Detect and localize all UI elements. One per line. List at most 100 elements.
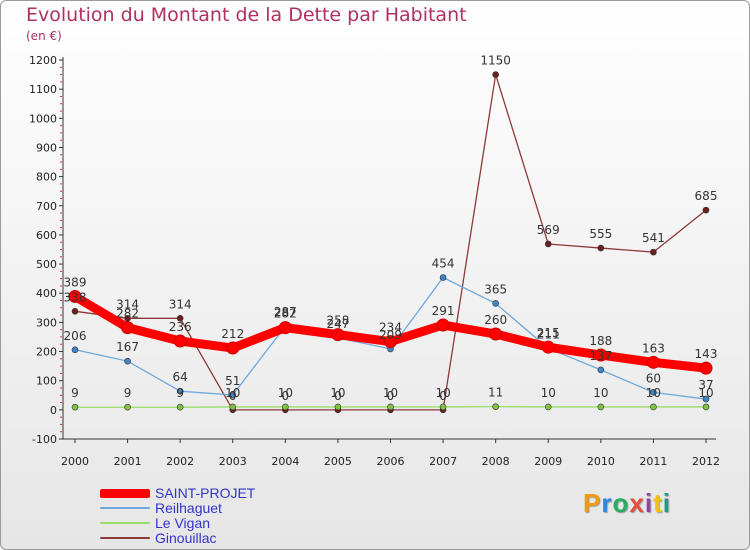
unit-label: (en €) — [26, 29, 62, 43]
x-tick-label: 2003 — [219, 455, 247, 468]
data-label: 10 — [593, 386, 608, 400]
data-label: 10 — [225, 386, 240, 400]
x-tick-label: 2001 — [114, 455, 142, 468]
data-label: 365 — [484, 282, 507, 296]
data-label: 188 — [589, 334, 612, 348]
x-tick-label: 2005 — [324, 455, 352, 468]
y-tick-label: 500 — [36, 258, 57, 271]
data-label: 282 — [116, 307, 139, 321]
y-tick-label: -100 — [32, 433, 57, 446]
data-point — [597, 403, 605, 411]
data-point — [387, 403, 394, 411]
data-point — [702, 395, 710, 403]
logo-letter: i — [644, 488, 654, 518]
axes: -100010020030040050060070080090010001100… — [29, 54, 720, 468]
data-label: 143 — [695, 347, 718, 361]
data-point — [492, 71, 499, 78]
data-point — [278, 321, 292, 335]
data-point — [71, 308, 79, 315]
legend-item: SAINT-PROJET — [100, 485, 320, 501]
x-tick-label: 2012 — [692, 455, 720, 468]
data-point — [68, 289, 82, 303]
data-point — [492, 300, 499, 307]
logo-letter: t — [653, 488, 663, 518]
data-point — [334, 403, 342, 411]
data-point — [489, 327, 503, 341]
data-label: 291 — [432, 304, 455, 318]
data-label: 9 — [124, 386, 132, 400]
data-point — [646, 355, 660, 369]
data-point — [229, 391, 237, 399]
data-point — [544, 403, 552, 411]
data-label: 314 — [169, 297, 192, 311]
x-tick-label: 2007 — [429, 455, 457, 468]
legend-swatch — [100, 537, 150, 539]
data-label: 569 — [537, 223, 560, 237]
data-label: 211 — [537, 327, 560, 341]
data-label: 10 — [330, 386, 345, 400]
data-point — [331, 328, 345, 342]
data-label: 0 — [387, 389, 395, 403]
data-label: 209 — [379, 328, 402, 342]
data-label: 10 — [646, 386, 661, 400]
y-tick-label: 1200 — [29, 54, 57, 67]
data-label: 60 — [646, 371, 661, 385]
data-point — [544, 240, 552, 248]
data-point — [492, 403, 499, 410]
y-tick-label: 600 — [36, 229, 57, 242]
legend-label: Ginouillac — [155, 530, 217, 546]
data-label: 389 — [64, 275, 87, 289]
data-label: 541 — [642, 231, 665, 245]
data-label: 314 — [116, 297, 139, 311]
data-label: 0 — [334, 389, 342, 403]
legend-item: Ginouillac — [100, 530, 320, 546]
data-label: 11 — [488, 386, 503, 400]
data-point — [439, 403, 447, 411]
legend-item: Le Vigan — [100, 515, 320, 531]
data-label: 37 — [698, 378, 713, 392]
legend-label: SAINT-PROJET — [155, 485, 256, 501]
x-tick-label: 2010 — [587, 455, 615, 468]
data-point — [124, 403, 131, 411]
data-label: 10 — [278, 386, 293, 400]
proxiti-logo: Proxiti — [583, 488, 671, 519]
y-tick-label: 300 — [36, 316, 57, 329]
y-tick-label: 0 — [50, 404, 57, 417]
data-label: 212 — [221, 327, 244, 341]
data-label: 10 — [435, 386, 450, 400]
data-point — [594, 348, 608, 362]
legend-label: Le Vigan — [155, 515, 211, 531]
data-point — [650, 248, 657, 256]
legend-swatch — [100, 488, 150, 498]
y-tick-label: 100 — [36, 375, 57, 388]
data-point — [597, 366, 605, 374]
data-label: 9 — [71, 386, 79, 400]
x-tick-label: 2006 — [377, 455, 405, 468]
logo-letter: x — [629, 488, 645, 518]
data-point — [282, 403, 289, 411]
data-point — [173, 334, 187, 348]
data-label: 0 — [282, 389, 290, 403]
data-label: 10 — [541, 386, 556, 400]
data-label: 260 — [484, 313, 507, 327]
y-tick-label: 700 — [36, 200, 57, 213]
x-tick-label: 2004 — [271, 455, 299, 468]
data-point — [650, 389, 657, 396]
data-point — [121, 321, 135, 335]
data-point — [71, 403, 79, 411]
data-point — [439, 274, 447, 281]
data-point — [176, 315, 184, 322]
logo-letter: r — [601, 488, 613, 518]
data-label: 10 — [698, 386, 713, 400]
y-tick-label: 200 — [36, 346, 57, 359]
data-point — [541, 340, 555, 354]
data-label: 215 — [537, 326, 560, 340]
data-labels: 389 282 236 212 282 258 234 291 260 215 188 163 143 2… — [64, 54, 718, 403]
data-label: 234 — [379, 321, 402, 335]
data-point — [176, 387, 184, 395]
legend-label: Reilhaguet — [155, 500, 222, 516]
data-point — [384, 335, 397, 349]
data-label: 163 — [642, 341, 665, 355]
